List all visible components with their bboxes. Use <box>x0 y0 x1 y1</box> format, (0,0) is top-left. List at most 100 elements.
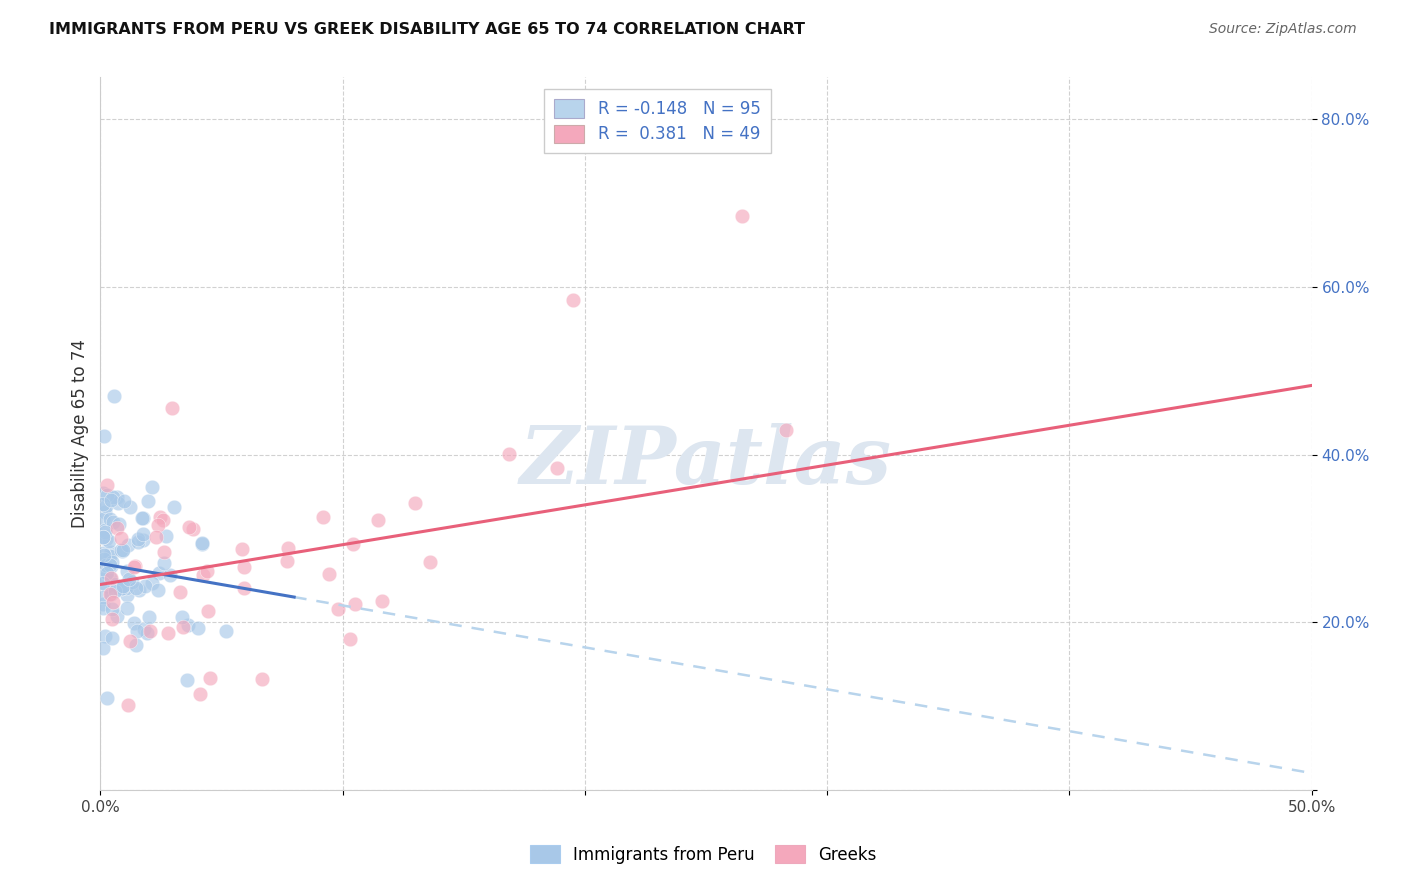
Point <box>101 631 124 645</box>
Point <box>98 558 121 572</box>
Point <box>152 556 174 570</box>
Point <box>94 629 117 643</box>
Point <box>277 541 299 555</box>
Point <box>91 576 114 591</box>
Point <box>94 505 117 519</box>
Point <box>191 537 214 551</box>
Point <box>111 582 134 596</box>
Point <box>153 545 176 559</box>
Point <box>311 509 333 524</box>
Point <box>96 566 118 580</box>
Point <box>127 535 149 549</box>
Point <box>367 513 389 527</box>
Point <box>101 555 124 569</box>
Point <box>546 460 568 475</box>
Point <box>100 571 122 585</box>
Point <box>100 545 122 559</box>
Point <box>115 564 138 578</box>
Point <box>100 587 122 601</box>
Point <box>111 544 134 558</box>
Point <box>177 520 200 534</box>
Legend: R = -0.148   N = 95, R =  0.381   N = 49: R = -0.148 N = 95, R = 0.381 N = 49 <box>544 89 770 153</box>
Point <box>100 571 122 585</box>
Point <box>215 624 238 639</box>
Point <box>191 535 214 549</box>
Point <box>172 619 194 633</box>
Point <box>561 293 583 307</box>
Point <box>145 531 167 545</box>
Point <box>188 687 211 701</box>
Point <box>169 585 191 599</box>
Point <box>170 609 193 624</box>
Point <box>91 572 114 586</box>
Point <box>132 622 155 636</box>
Point <box>91 531 114 545</box>
Point <box>96 533 118 547</box>
Point <box>120 633 142 648</box>
Point <box>117 698 139 712</box>
Point <box>98 549 121 564</box>
Point <box>91 590 114 604</box>
Point <box>404 496 426 510</box>
Text: IMMIGRANTS FROM PERU VS GREEK DISABILITY AGE 65 TO 74 CORRELATION CHART: IMMIGRANTS FROM PERU VS GREEK DISABILITY… <box>49 22 806 37</box>
Point <box>343 597 366 611</box>
Point <box>101 612 124 626</box>
Point <box>232 581 254 595</box>
Point <box>105 491 128 505</box>
Point <box>326 602 349 616</box>
Point <box>197 604 219 618</box>
Point <box>96 500 118 514</box>
Point <box>117 577 139 591</box>
Point <box>100 493 122 508</box>
Point <box>125 624 148 638</box>
Point <box>132 527 155 541</box>
Point <box>159 568 181 582</box>
Point <box>132 511 155 525</box>
Point <box>342 537 364 551</box>
Point <box>339 632 361 647</box>
Point <box>105 521 128 535</box>
Point <box>141 576 163 591</box>
Point <box>371 594 394 608</box>
Point <box>124 558 146 573</box>
Point <box>115 581 138 595</box>
Point <box>131 511 153 525</box>
Point <box>498 447 520 461</box>
Point <box>125 581 148 595</box>
Point <box>94 524 117 539</box>
Point <box>139 624 162 639</box>
Point <box>148 566 170 580</box>
Point <box>91 546 114 560</box>
Point <box>91 511 114 525</box>
Point <box>91 597 114 611</box>
Point <box>118 500 141 515</box>
Point <box>100 559 122 574</box>
Point <box>141 480 163 494</box>
Point <box>110 531 132 545</box>
Point <box>125 638 148 652</box>
Point <box>93 549 115 563</box>
Point <box>731 209 754 223</box>
Point <box>138 609 160 624</box>
Point <box>152 513 174 527</box>
Point <box>110 542 132 557</box>
Point <box>195 565 218 579</box>
Point <box>96 478 118 492</box>
Point <box>276 554 298 568</box>
Point <box>96 558 118 572</box>
Y-axis label: Disability Age 65 to 74: Disability Age 65 to 74 <box>72 339 89 528</box>
Point <box>157 625 180 640</box>
Point <box>103 389 125 403</box>
Point <box>136 626 159 640</box>
Point <box>101 602 124 616</box>
Point <box>149 509 172 524</box>
Point <box>146 582 169 597</box>
Point <box>134 579 156 593</box>
Point <box>118 572 141 586</box>
Point <box>155 529 177 543</box>
Point <box>419 555 441 569</box>
Point <box>110 582 132 596</box>
Point <box>96 488 118 502</box>
Point <box>138 494 160 508</box>
Point <box>112 579 135 593</box>
